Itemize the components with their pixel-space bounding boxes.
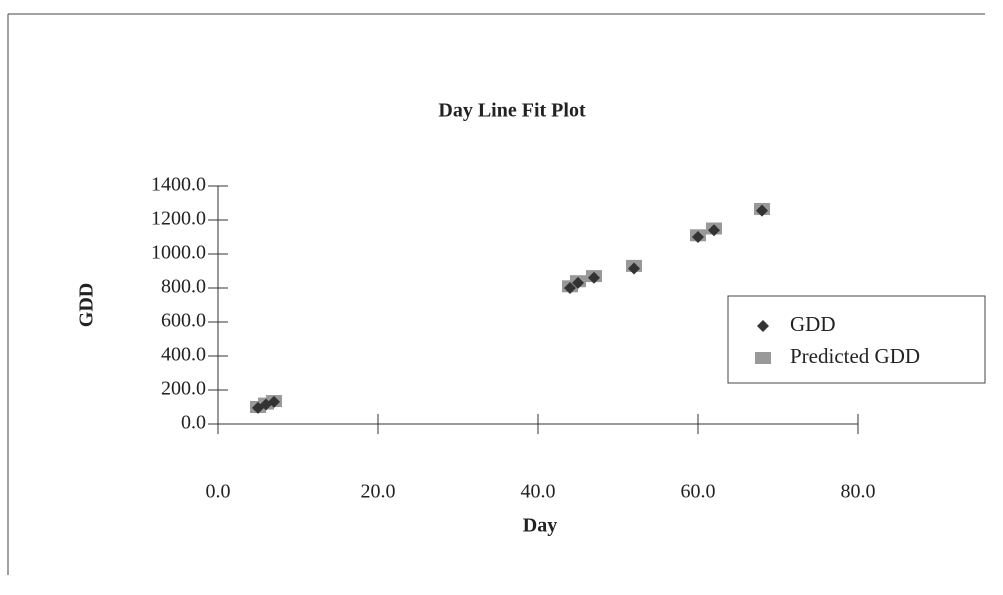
- x-tick-label: 80.0: [841, 481, 876, 503]
- legend-box: [728, 296, 985, 383]
- x-tick-label: 20.0: [361, 481, 396, 503]
- y-axis-title: GDD: [76, 283, 98, 327]
- y-tick-label: 800.0: [161, 276, 206, 298]
- y-tick-label: 600.0: [161, 310, 206, 332]
- x-tick-label: 40.0: [521, 481, 556, 503]
- x-tick-label: 0.0: [206, 481, 231, 503]
- legend-label: Predicted GDD: [790, 344, 920, 368]
- y-tick-label: 200.0: [161, 378, 206, 400]
- legend-label: GDD: [790, 312, 836, 336]
- page: {"chart_data": { "type": "scatter", "tit…: [0, 0, 1003, 590]
- x-axis-title: Day: [523, 515, 557, 537]
- y-tick-label: 1000.0: [151, 242, 206, 264]
- chart-title: Day Line Fit Plot: [438, 100, 586, 122]
- y-tick-label: 1400.0: [151, 174, 206, 196]
- chart: Day Line Fit Plot Day GDD 0.0 200.0 400.0 6…: [0, 0, 1003, 590]
- legend-marker: [755, 352, 771, 364]
- y-tick-label: 0.0: [181, 412, 206, 434]
- y-tick-label: 400.0: [161, 344, 206, 366]
- x-tick-label: 60.0: [681, 481, 716, 503]
- y-tick-label: 1200.0: [151, 208, 206, 230]
